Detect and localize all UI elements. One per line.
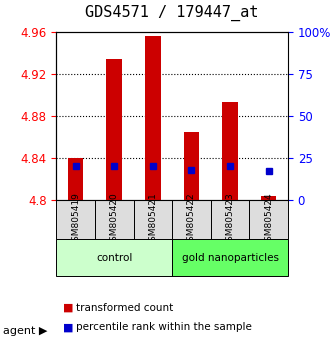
Text: GSM805424: GSM805424 (264, 192, 273, 247)
Bar (145, 36, 161, 200)
FancyBboxPatch shape (95, 200, 133, 239)
FancyBboxPatch shape (172, 239, 288, 276)
Text: agent ▶: agent ▶ (3, 326, 48, 336)
Text: GSM805422: GSM805422 (187, 192, 196, 247)
FancyBboxPatch shape (249, 200, 288, 239)
Bar (222, 102, 238, 200)
Text: control: control (96, 253, 132, 263)
Text: gold nanoparticles: gold nanoparticles (181, 253, 279, 263)
Text: ■: ■ (63, 322, 73, 332)
FancyBboxPatch shape (56, 239, 172, 276)
Bar (107, 59, 122, 200)
Text: GDS4571 / 179447_at: GDS4571 / 179447_at (85, 5, 259, 21)
FancyBboxPatch shape (211, 200, 249, 239)
Text: GSM805421: GSM805421 (148, 192, 157, 247)
Text: ■: ■ (63, 303, 73, 313)
FancyBboxPatch shape (172, 200, 211, 239)
FancyBboxPatch shape (56, 200, 95, 239)
Text: transformed count: transformed count (76, 303, 173, 313)
Bar (261, 196, 276, 200)
FancyBboxPatch shape (133, 200, 172, 239)
Text: GSM805423: GSM805423 (225, 192, 235, 247)
Text: GSM805420: GSM805420 (110, 192, 119, 247)
Bar (184, 132, 199, 200)
Bar (68, 158, 83, 200)
Text: percentile rank within the sample: percentile rank within the sample (76, 322, 252, 332)
Text: GSM805419: GSM805419 (71, 192, 80, 247)
